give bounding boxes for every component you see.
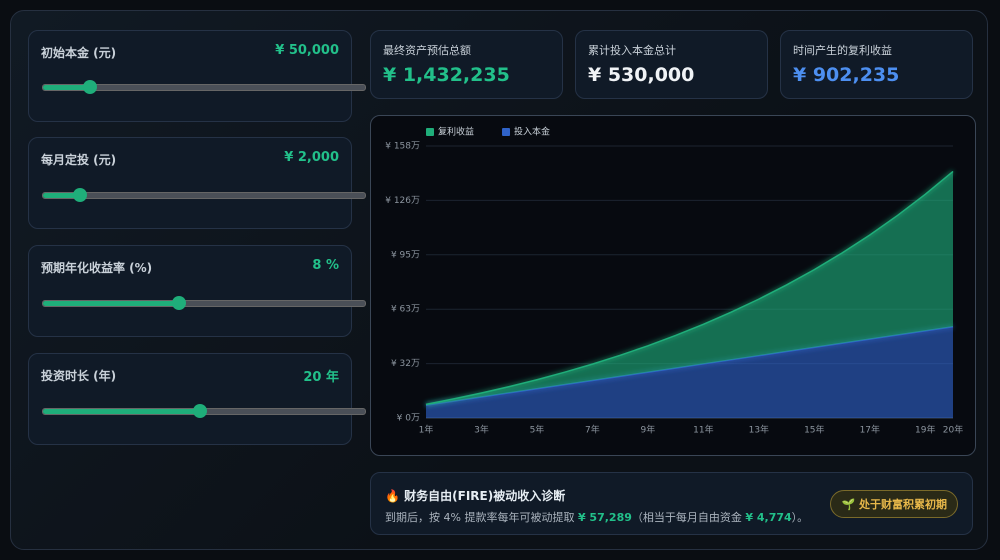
x-tick-label: 5年 bbox=[530, 424, 545, 436]
fire-card: 🔥 财务自由(FIRE)被动收入诊断 到期后，按 4% 提款率每年可被动提取 ¥… bbox=[370, 472, 973, 535]
control-card: 初始本金 (元) ¥ 50,000 bbox=[28, 30, 366, 122]
slider-thumb[interactable] bbox=[193, 404, 207, 418]
control-card: 预期年化收益率 (%) 8 % bbox=[28, 245, 366, 337]
fire-icon: 🔥 bbox=[385, 489, 400, 503]
stat-card: 最终资产预估总额 ¥ 1,432,235 bbox=[370, 30, 563, 99]
control-card: 投资时长 (年) 20 年 bbox=[28, 353, 366, 445]
x-tick-label: 13年 bbox=[749, 424, 769, 436]
slider[interactable] bbox=[42, 80, 366, 94]
badge-icon: 🌱 bbox=[841, 498, 856, 511]
slider-thumb[interactable] bbox=[172, 296, 186, 310]
x-tick-label: 20年 bbox=[943, 424, 963, 436]
control-value: 8 % bbox=[312, 258, 339, 273]
fire-text-part: 到期后，按 4% 提款率每年可被动提取 bbox=[385, 511, 578, 524]
area bbox=[426, 326, 953, 418]
slider-fill bbox=[43, 193, 80, 198]
stat-value: ¥ 530,000 bbox=[588, 64, 695, 86]
control-value: ¥ 2,000 bbox=[284, 150, 339, 165]
chart: ¥ 0万 ¥ 32万 ¥ 63万 ¥ 95万 ¥ 126万 ¥ 158万 1年 3年 5年 7年 9… bbox=[385, 126, 963, 436]
slider-fill bbox=[43, 409, 200, 414]
control-label: 预期年化收益率 (%) bbox=[41, 261, 153, 275]
x-tick-label: 11年 bbox=[693, 424, 713, 436]
fire-amount: ¥ 57,289 bbox=[577, 511, 632, 524]
y-tick-label: ¥ 158万 bbox=[385, 142, 420, 152]
x-tick-label: 17年 bbox=[860, 424, 880, 436]
badge-text: 处于财富积累初期 bbox=[859, 498, 947, 511]
fire-amount: ¥ 4,774 bbox=[745, 511, 792, 524]
stat-value: ¥ 1,432,235 bbox=[383, 64, 510, 86]
y-tick-label: ¥ 63万 bbox=[391, 305, 420, 315]
area bbox=[426, 171, 953, 406]
x-tick-label: 15年 bbox=[804, 424, 824, 436]
x-tick-label: 9年 bbox=[641, 424, 656, 436]
stat-value: ¥ 902,235 bbox=[793, 64, 900, 86]
legend-label: 投入本金 bbox=[514, 126, 550, 138]
control-value: ¥ 50,000 bbox=[275, 43, 339, 58]
control-card: 每月定投 (元) ¥ 2,000 bbox=[28, 137, 366, 229]
legend-label: 复利收益 bbox=[438, 126, 474, 138]
y-tick-label: ¥ 32万 bbox=[391, 359, 420, 369]
slider-thumb[interactable] bbox=[83, 80, 97, 94]
fire-title: 🔥 财务自由(FIRE)被动收入诊断 bbox=[385, 487, 565, 504]
y-tick-label: ¥ 0万 bbox=[397, 414, 420, 424]
x-tick-label: 3年 bbox=[474, 424, 489, 436]
control-label: 每月定投 (元) bbox=[41, 153, 117, 167]
slider[interactable] bbox=[42, 404, 366, 418]
fire-text-part: （相当于每月自由资金 bbox=[631, 511, 746, 524]
stat-label: 时间产生的复利收益 bbox=[793, 44, 892, 57]
stat-card: 时间产生的复利收益 ¥ 902,235 bbox=[780, 30, 973, 99]
slider[interactable] bbox=[42, 188, 366, 202]
x-tick-label: 1年 bbox=[419, 424, 434, 436]
fire-title-text: 财务自由(FIRE)被动收入诊断 bbox=[404, 489, 566, 503]
stat-label: 累计投入本金总计 bbox=[588, 44, 676, 57]
slider-fill bbox=[43, 85, 90, 90]
control-value: 20 年 bbox=[303, 370, 339, 385]
x-tick-label: 7年 bbox=[585, 424, 600, 436]
slider-fill bbox=[43, 301, 179, 306]
status-badge[interactable]: 🌱 处于财富积累初期 bbox=[830, 490, 958, 518]
fire-text: 到期后，按 4% 提款率每年可被动提取 ¥ 57,289（相当于每月自由资金 ¥… bbox=[385, 509, 808, 525]
slider-thumb[interactable] bbox=[73, 188, 87, 202]
chart-card: ¥ 0万 ¥ 32万 ¥ 63万 ¥ 95万 ¥ 126万 ¥ 158万 1年 3年 5年 7年 9… bbox=[370, 115, 976, 456]
stat-card: 累计投入本金总计 ¥ 530,000 bbox=[575, 30, 768, 99]
stat-label: 最终资产预估总额 bbox=[383, 44, 471, 57]
y-tick-label: ¥ 95万 bbox=[391, 250, 420, 260]
legend-swatch bbox=[426, 128, 434, 136]
slider[interactable] bbox=[42, 296, 366, 310]
area-line bbox=[425, 170, 954, 406]
y-tick-label: ¥ 126万 bbox=[385, 196, 420, 206]
control-label: 初始本金 (元) bbox=[41, 46, 117, 60]
x-tick-label: 19年 bbox=[915, 424, 935, 436]
legend-swatch bbox=[502, 128, 511, 136]
fire-text-part: ）。 bbox=[791, 511, 809, 524]
control-label: 投资时长 (年) bbox=[41, 369, 117, 383]
